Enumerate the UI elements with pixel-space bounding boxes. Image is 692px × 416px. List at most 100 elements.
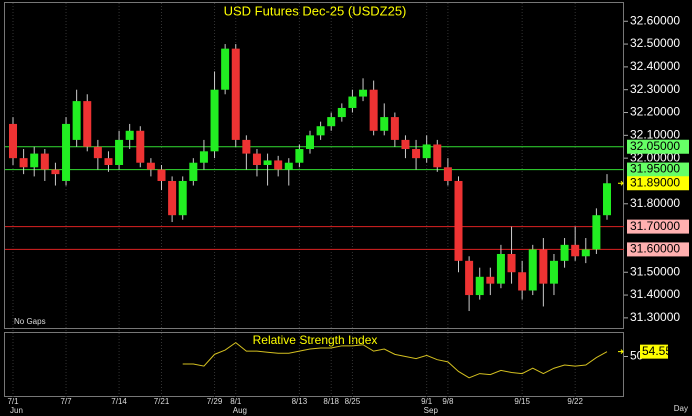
candle-body: [528, 249, 537, 291]
candle-body: [62, 123, 71, 181]
candle-body: [581, 249, 590, 257]
candle-body: [337, 107, 346, 118]
candle-body: [539, 249, 548, 284]
level-label: 31.70000: [630, 219, 680, 233]
candle-body: [390, 117, 399, 140]
candle-body: [40, 153, 49, 170]
x-tick-label: 8/25: [345, 397, 361, 406]
level-box: [627, 139, 689, 154]
x-tick-label: 8/1: [230, 397, 242, 406]
y-tick-label: 32.60000: [630, 13, 680, 27]
candle-body: [9, 123, 17, 159]
rsi-line: [182, 341, 608, 379]
x-tick-label: 7/7: [60, 397, 72, 406]
gap-note: No Gaps: [14, 317, 46, 326]
x-tick-label: 9/22: [567, 397, 583, 406]
candle-body: [146, 162, 155, 170]
candle-body: [72, 101, 81, 140]
month-label: Jun: [10, 406, 23, 415]
candle-body: [93, 146, 102, 159]
rsi-arrow: [618, 349, 624, 354]
candle-body: [306, 135, 314, 150]
candle-body: [136, 130, 145, 163]
candle-body: [603, 183, 611, 216]
candle-body: [454, 180, 463, 261]
x-tick-label: 9/15: [514, 397, 530, 406]
candle-body: [560, 244, 569, 261]
candle-body: [221, 48, 230, 90]
level-label: 32.05000: [630, 139, 680, 153]
x-tick-label: 8/13: [292, 397, 308, 406]
price-panel: [4, 2, 624, 329]
candle-body: [316, 126, 325, 136]
candle-body: [115, 139, 124, 165]
last-box: [627, 176, 689, 191]
candle-body: [199, 151, 208, 163]
candle-body: [592, 215, 601, 250]
y-tick-label: 31.40000: [630, 287, 680, 301]
y-tick-label: 31.80000: [630, 196, 680, 210]
last-arrow: [618, 180, 624, 186]
rsi-panel: [4, 332, 624, 397]
candle-body: [263, 160, 272, 165]
y-tick-label: 32.50000: [630, 36, 680, 50]
candle-body: [210, 89, 219, 152]
y-tick-label: 32.40000: [630, 59, 680, 73]
candle-body: [465, 260, 474, 296]
candle-body: [401, 139, 410, 150]
candle-body: [51, 169, 60, 175]
candle-body: [433, 144, 442, 168]
month-label: Aug: [233, 406, 247, 415]
candle-body: [518, 272, 527, 291]
candle-body: [252, 153, 261, 165]
candle-body: [475, 276, 484, 296]
level-box: [627, 219, 689, 234]
candle-body: [19, 158, 28, 168]
candle-body: [231, 48, 240, 140]
candle-body: [327, 117, 336, 127]
candle-body: [412, 149, 421, 159]
candle-body: [104, 158, 113, 165]
candle-body: [486, 276, 495, 284]
candle-body: [125, 130, 134, 140]
candle-body: [422, 144, 431, 159]
candle-body: [284, 162, 293, 170]
candle-body: [496, 253, 505, 284]
candle-body: [168, 180, 177, 216]
period-label: Day: [674, 404, 688, 413]
rsi-last-box: [640, 344, 668, 359]
x-tick-label: 9/8: [442, 397, 454, 406]
level-label: 31.95000: [630, 162, 680, 176]
x-tick-label: 8/18: [323, 397, 339, 406]
y-tick-label: 32.10000: [630, 128, 680, 142]
candle-body: [295, 149, 304, 163]
candle-body: [348, 96, 357, 108]
y-tick-label: 32.30000: [630, 82, 680, 96]
candle-body: [274, 160, 283, 170]
y-tick-label: 32.20000: [630, 105, 680, 119]
chart-title: USD Futures Dec-25 (USDZ25): [224, 3, 407, 18]
candle-body: [380, 117, 389, 131]
y-tick-label: 31.30000: [630, 310, 680, 324]
level-box: [627, 162, 689, 177]
x-tick-label: 9/1: [421, 397, 433, 406]
candle-body: [571, 244, 580, 257]
y-tick-label: 31.50000: [630, 264, 680, 278]
candle-body: [443, 167, 452, 181]
x-tick-label: 7/21: [154, 397, 170, 406]
candle-body: [549, 260, 558, 284]
level-box: [627, 242, 689, 257]
candle-body: [507, 253, 516, 273]
level-label: 31.60000: [630, 242, 680, 256]
rsi-title: Relative Strength Index: [253, 333, 378, 347]
rsi-last-label: 54.55: [642, 344, 672, 358]
y-tick-label: 32.00000: [630, 150, 680, 164]
x-tick-label: 7/29: [207, 397, 223, 406]
month-label: Sep: [424, 406, 439, 415]
candle-body: [30, 153, 39, 168]
x-tick-label: 7/14: [111, 397, 127, 406]
candle-body: [359, 89, 368, 97]
last-label: 31.89000: [630, 175, 680, 189]
x-tick-label: 7/1: [7, 397, 19, 406]
